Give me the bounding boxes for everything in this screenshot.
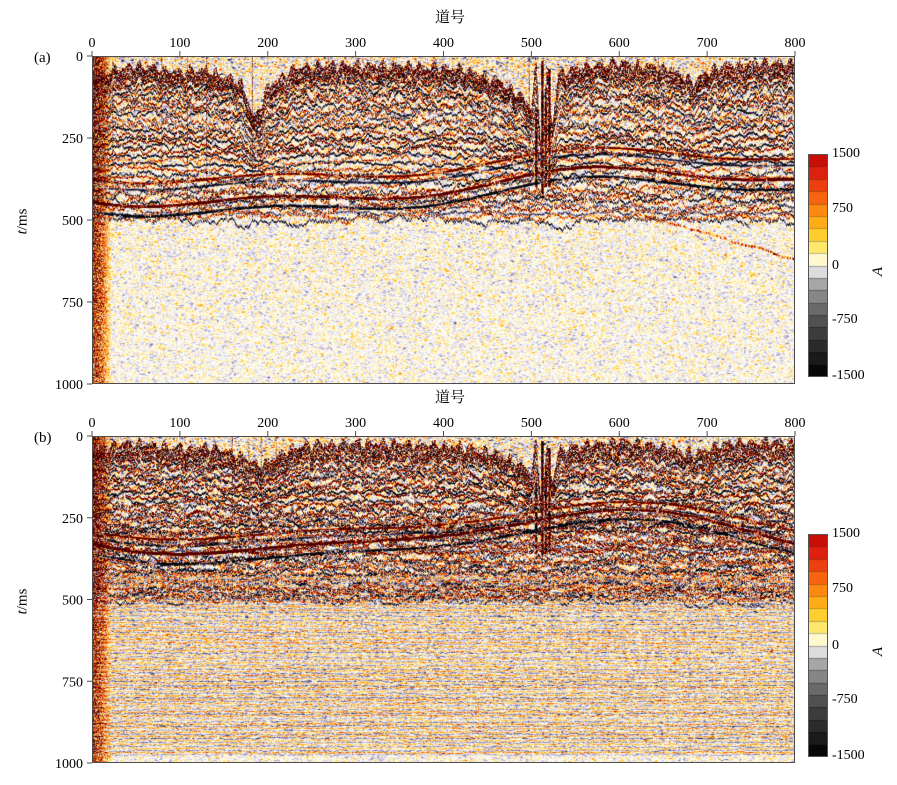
svg-text:100: 100 [169, 416, 190, 431]
svg-text:500: 500 [62, 214, 83, 229]
svg-text:250: 250 [62, 512, 83, 527]
svg-text:500: 500 [62, 594, 83, 609]
svg-text:0: 0 [89, 416, 96, 431]
svg-text:600: 600 [609, 36, 630, 51]
svg-text:200: 200 [257, 416, 278, 431]
svg-text:300: 300 [345, 36, 366, 51]
svg-text:0: 0 [76, 430, 83, 445]
svg-text:600: 600 [609, 416, 630, 431]
svg-text:1000: 1000 [55, 757, 83, 772]
svg-text:500: 500 [521, 36, 542, 51]
svg-text:800: 800 [785, 36, 806, 51]
svg-text:500: 500 [521, 416, 542, 431]
svg-text:300: 300 [345, 416, 366, 431]
svg-text:100: 100 [169, 36, 190, 51]
svg-text:0: 0 [89, 36, 96, 51]
svg-text:700: 700 [697, 416, 718, 431]
svg-text:200: 200 [257, 36, 278, 51]
svg-text:750: 750 [62, 296, 83, 311]
svg-text:800: 800 [785, 416, 806, 431]
svg-text:750: 750 [62, 675, 83, 690]
svg-text:400: 400 [433, 416, 454, 431]
svg-text:1000: 1000 [55, 378, 83, 393]
svg-text:0: 0 [76, 50, 83, 65]
svg-text:700: 700 [697, 36, 718, 51]
svg-text:400: 400 [433, 36, 454, 51]
svg-text:250: 250 [62, 132, 83, 147]
